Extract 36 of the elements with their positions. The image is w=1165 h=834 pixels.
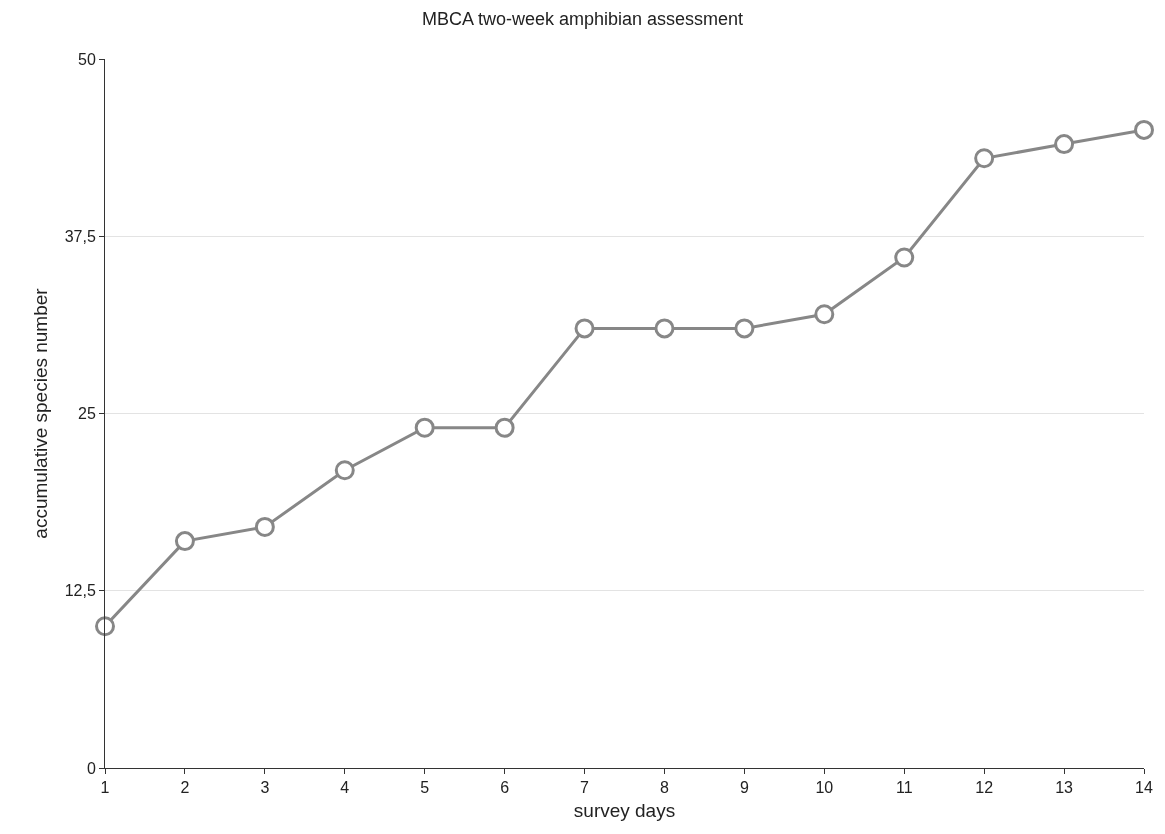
x-tick-label: 3 xyxy=(260,779,270,797)
x-tick-label: 14 xyxy=(1135,779,1153,797)
y-axis-title: accumulative species number xyxy=(29,287,51,539)
point xyxy=(574,318,595,339)
x-tick-label: 8 xyxy=(660,779,670,797)
point xyxy=(974,148,995,169)
point xyxy=(814,304,835,325)
x-tick-label: 5 xyxy=(420,779,430,797)
x-tick-label: 12 xyxy=(975,779,994,797)
x-tick-label: 10 xyxy=(815,779,834,797)
chart-title: MBCA two-week amphibian assessment xyxy=(421,9,744,30)
point xyxy=(654,318,675,339)
point xyxy=(414,417,435,438)
x-tick-label: 13 xyxy=(1055,779,1074,797)
y-tick-label: 50 xyxy=(78,50,96,68)
x-tick-label: 4 xyxy=(340,779,350,797)
point xyxy=(1134,119,1154,140)
point xyxy=(334,460,355,481)
x-tick-label: 9 xyxy=(739,779,749,797)
y-tick-label: 37,5 xyxy=(64,227,96,245)
y-tick-label: 0 xyxy=(86,759,96,777)
x-tick-label: 1 xyxy=(100,779,110,797)
point xyxy=(254,516,275,537)
point xyxy=(174,531,195,552)
x-tick-label: 2 xyxy=(180,779,190,797)
point xyxy=(734,318,755,339)
y-tick-label: 25 xyxy=(78,405,96,423)
point xyxy=(894,247,915,268)
x-tick-label: 6 xyxy=(500,779,510,797)
x-axis-title: survey days xyxy=(573,800,676,821)
point xyxy=(1054,134,1075,155)
y-tick-label: 12,5 xyxy=(64,582,96,600)
point xyxy=(494,417,515,438)
point xyxy=(95,616,115,637)
x-tick-label: 11 xyxy=(895,779,913,797)
x-tick-label: 7 xyxy=(580,779,590,797)
